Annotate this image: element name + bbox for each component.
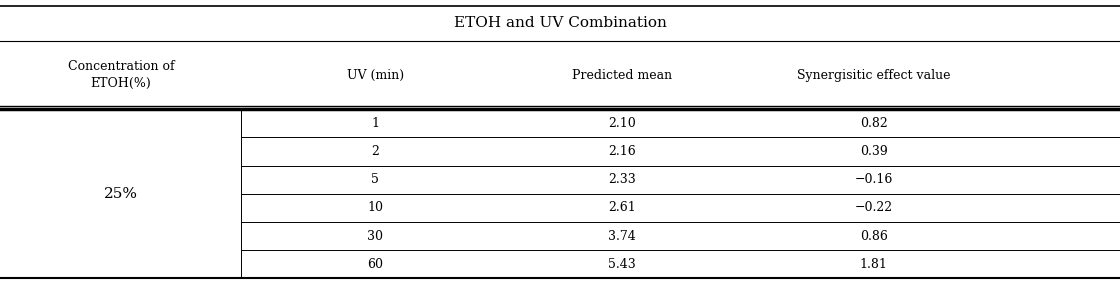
Text: −0.22: −0.22: [855, 201, 893, 214]
Text: 2.10: 2.10: [608, 117, 635, 130]
Text: 2.61: 2.61: [608, 201, 635, 214]
Text: Concentration of
ETOH(%): Concentration of ETOH(%): [67, 60, 175, 90]
Text: 1: 1: [371, 117, 380, 130]
Text: 2.16: 2.16: [608, 145, 635, 158]
Text: 10: 10: [367, 201, 383, 214]
Text: 25%: 25%: [104, 187, 138, 201]
Text: Predicted mean: Predicted mean: [571, 69, 672, 82]
Text: ETOH and UV Combination: ETOH and UV Combination: [454, 16, 666, 30]
Text: 2: 2: [371, 145, 380, 158]
Text: 0.82: 0.82: [860, 117, 887, 130]
Text: 30: 30: [367, 229, 383, 243]
Text: 0.86: 0.86: [860, 229, 887, 243]
Text: UV (min): UV (min): [346, 69, 404, 82]
Text: 5.43: 5.43: [608, 258, 635, 271]
Text: Synergisitic effect value: Synergisitic effect value: [796, 69, 951, 82]
Text: 60: 60: [367, 258, 383, 271]
Text: −0.16: −0.16: [855, 173, 893, 186]
Text: 2.33: 2.33: [608, 173, 635, 186]
Text: 5: 5: [371, 173, 380, 186]
Text: 3.74: 3.74: [608, 229, 635, 243]
Text: 0.39: 0.39: [860, 145, 887, 158]
Text: 1.81: 1.81: [860, 258, 887, 271]
